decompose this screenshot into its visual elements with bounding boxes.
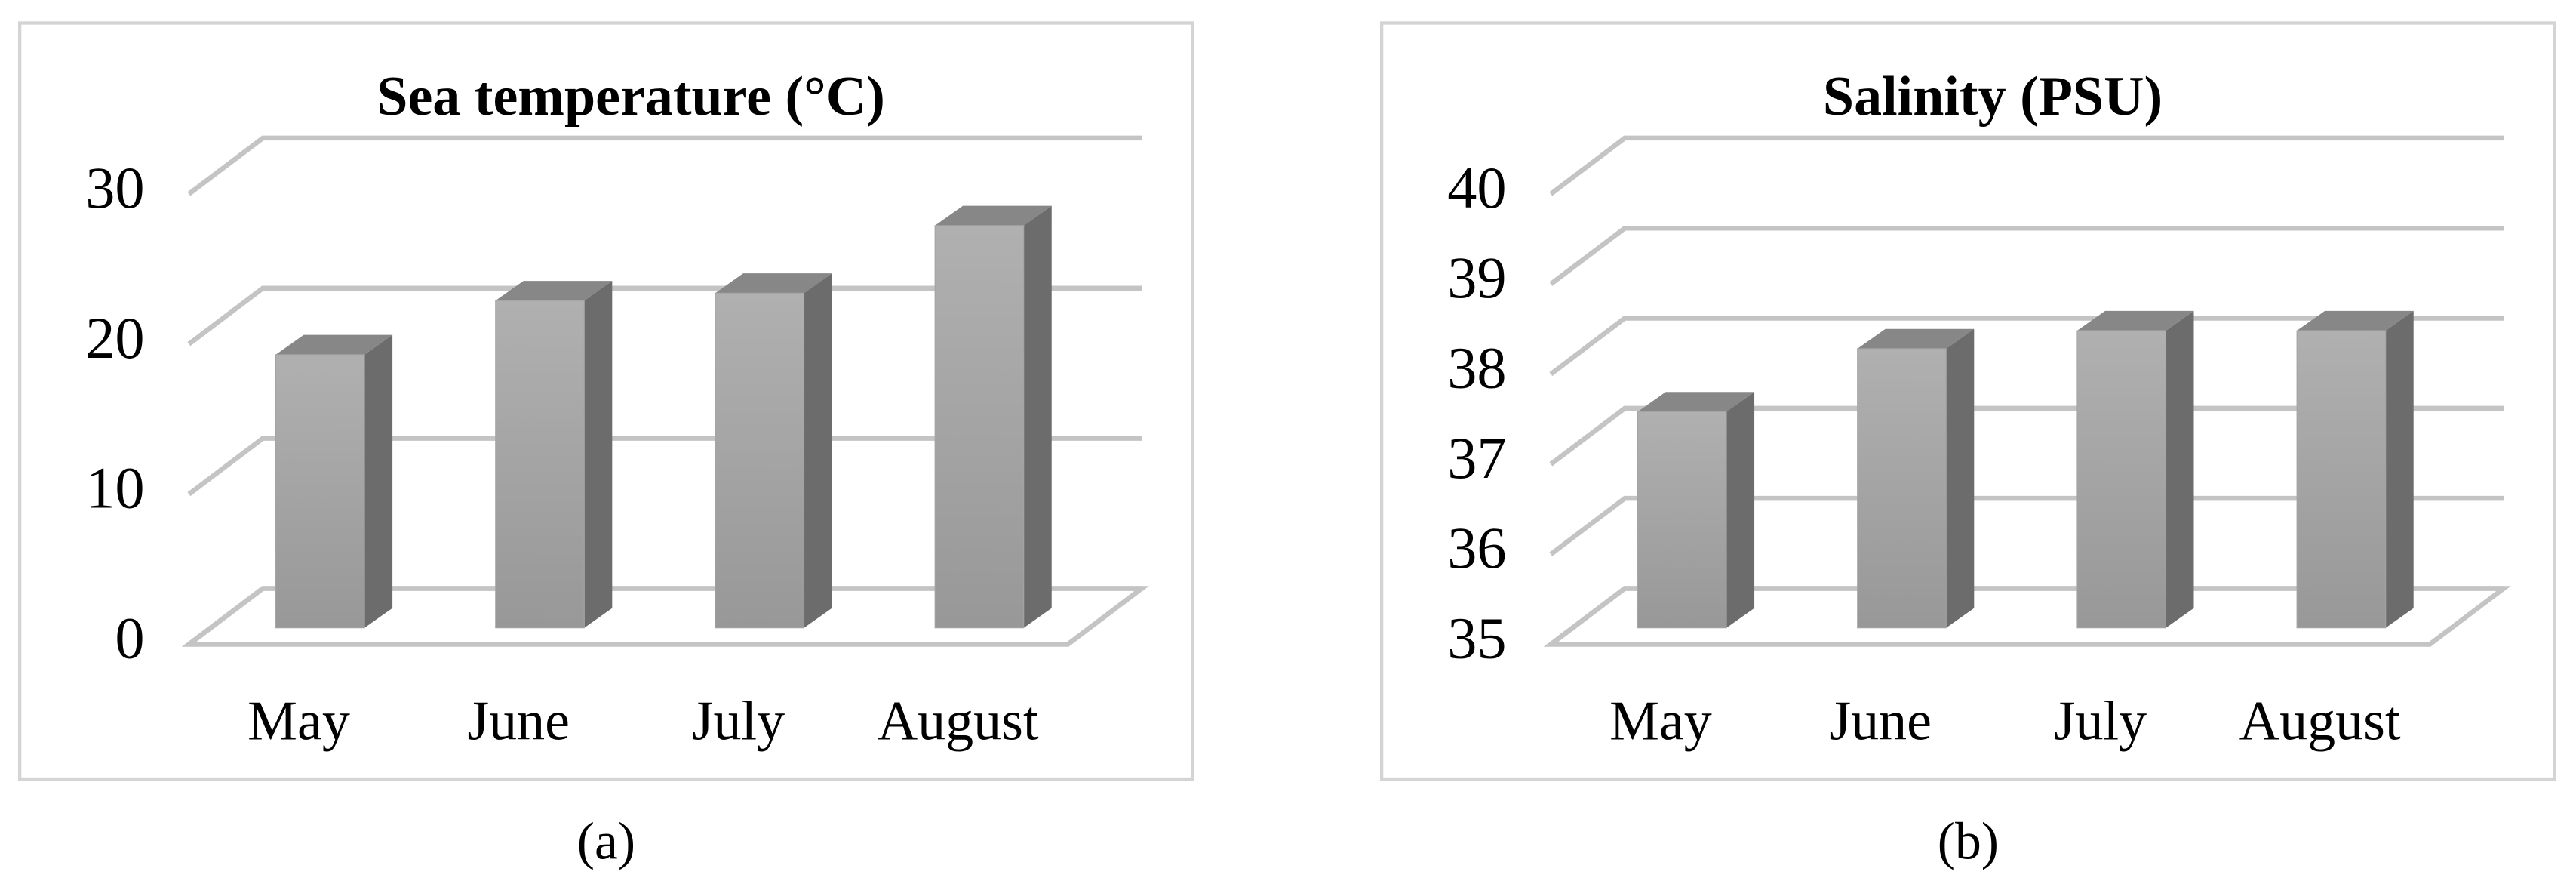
chart-title: Salinity (PSU) (1823, 66, 2163, 128)
bar-side (1023, 205, 1052, 628)
chart-title: Sea temperature (°C) (377, 66, 885, 128)
y-tick-label: 20 (85, 305, 144, 371)
grid-line (187, 586, 1142, 647)
bar-side (2385, 310, 2414, 628)
y-tick-label: 40 (1447, 155, 1506, 220)
grid-line (187, 285, 1142, 346)
grid-line (1549, 405, 2504, 467)
y-tick-label: 30 (85, 155, 144, 220)
bar (715, 292, 805, 629)
bar-side (584, 281, 613, 628)
grid-line (1549, 316, 2504, 377)
bar (495, 300, 585, 629)
caption: (b) (1938, 812, 1999, 870)
grid-line (1549, 225, 2504, 286)
x-tick-label: June (1829, 690, 1932, 752)
bar-side (1946, 328, 1975, 628)
x-tick-label: July (2054, 690, 2147, 752)
bar (1637, 411, 1727, 629)
grid-line (1549, 135, 2504, 196)
bar-top (715, 273, 832, 294)
bar-top (1637, 392, 1755, 412)
bar (934, 225, 1025, 629)
grid-line (187, 135, 1142, 196)
bar (2076, 330, 2167, 629)
grid-line (187, 436, 1142, 497)
x-tick-label: June (467, 690, 570, 752)
y-tick-label: 39 (1447, 245, 1506, 310)
grid-line (1549, 495, 2504, 556)
y-tick-label: 35 (1447, 605, 1506, 670)
bar-top (2076, 310, 2194, 331)
x-tick-label: May (1609, 690, 1712, 752)
bar-side (364, 334, 393, 628)
x-tick-label: May (247, 690, 350, 752)
y-tick-label: 10 (85, 455, 144, 521)
y-tick-label: 37 (1447, 425, 1506, 491)
bar-side (1726, 392, 1755, 628)
bar-top (935, 205, 1052, 226)
caption: (a) (577, 812, 635, 870)
x-tick-label: August (2239, 690, 2401, 752)
bar-side (804, 273, 832, 628)
y-tick-label: 36 (1447, 515, 1506, 581)
bar (275, 354, 365, 629)
bar (1857, 348, 1947, 629)
bar-top (275, 334, 393, 355)
bar-side (2166, 310, 2194, 628)
y-tick-label: 0 (115, 605, 144, 670)
bar-top (1857, 328, 1975, 349)
bar (2296, 330, 2387, 629)
x-tick-label: August (878, 690, 1039, 752)
grid-line (1549, 586, 2504, 647)
bar-top (495, 281, 613, 301)
y-tick-label: 38 (1447, 335, 1506, 401)
x-tick-label: July (692, 690, 785, 752)
bar-top (2297, 310, 2414, 331)
